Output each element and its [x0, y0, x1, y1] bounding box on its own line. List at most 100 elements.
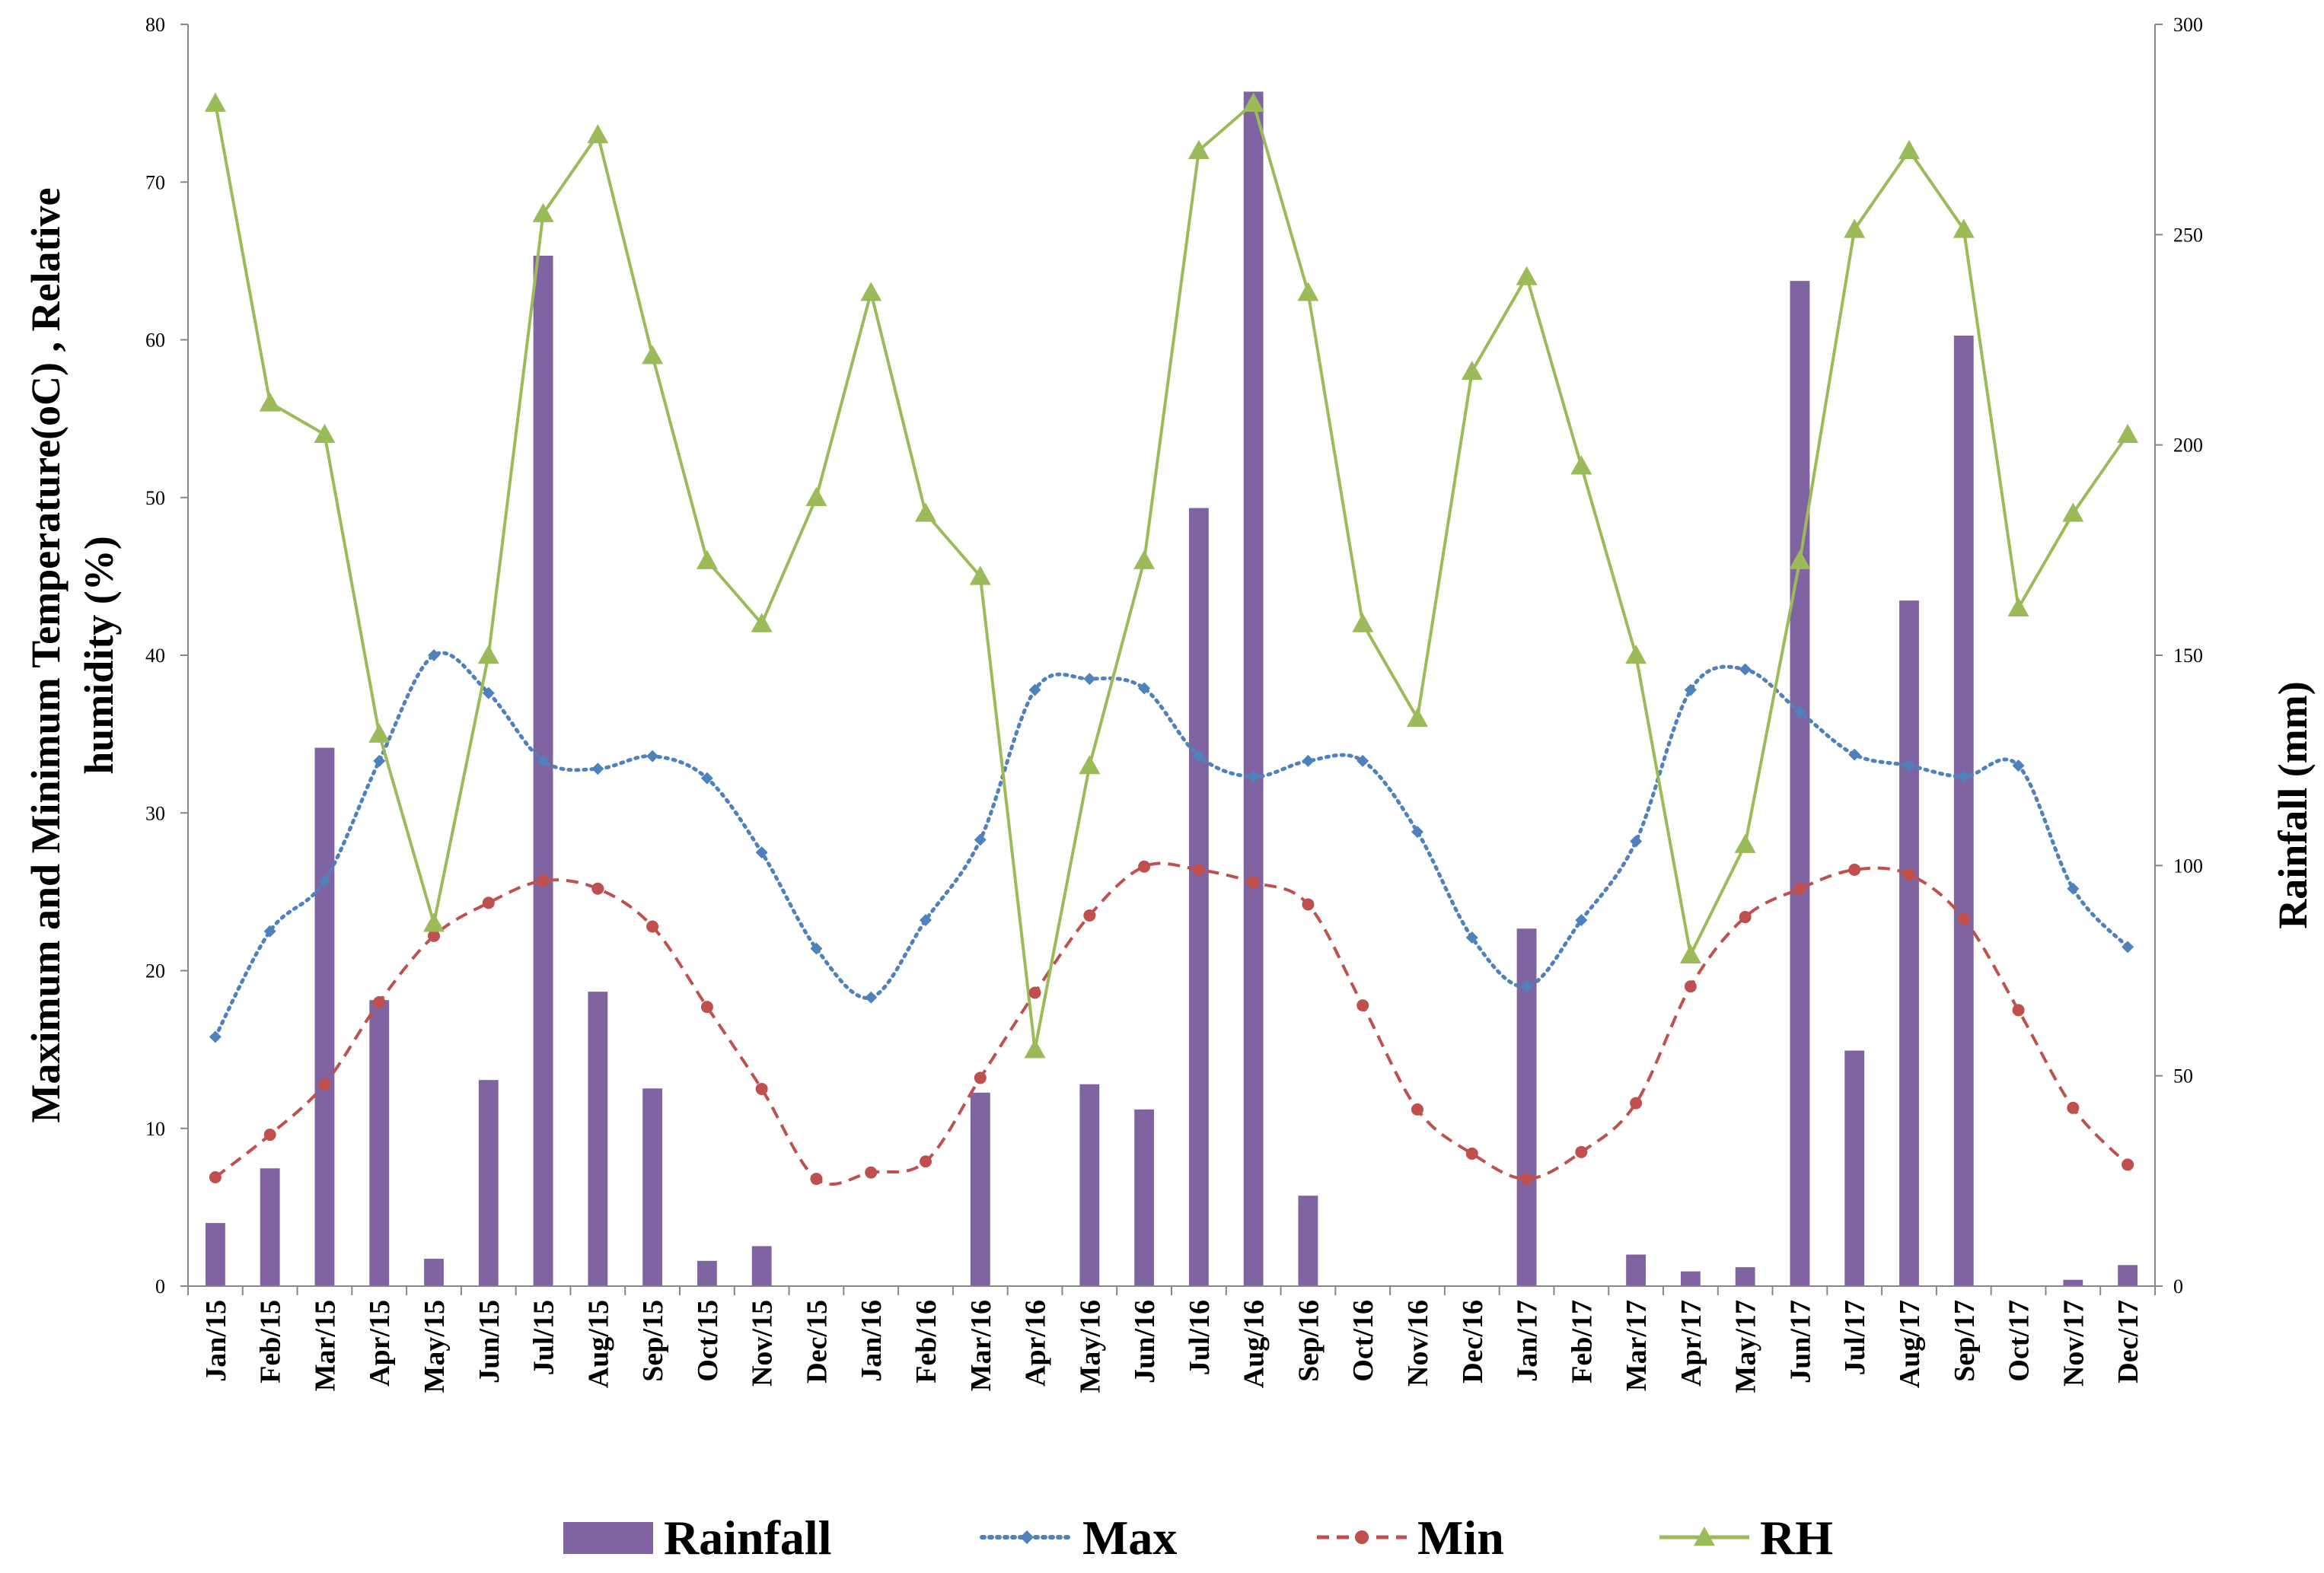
- max-point: [1302, 754, 1315, 767]
- rh-point: [1516, 266, 1538, 285]
- rainfall-bar: [424, 1259, 444, 1286]
- min-point: [209, 1170, 222, 1183]
- rainfall-bar: [2063, 1279, 2083, 1286]
- rainfall-bar: [642, 1088, 663, 1286]
- x-tick-label: Nov/16: [1402, 1300, 1434, 1387]
- min-point: [263, 1129, 276, 1142]
- x-tick-label: Dec/16: [1457, 1300, 1489, 1384]
- left-tick-label: 0: [155, 1275, 165, 1298]
- rainfall-bar: [314, 747, 335, 1286]
- rainfall-bar: [369, 1000, 390, 1286]
- max-point: [1903, 759, 1915, 772]
- x-tick-label: Dec/15: [801, 1300, 833, 1384]
- left-tick-label: 50: [145, 487, 165, 509]
- x-tick-label: Aug/17: [1894, 1300, 1926, 1388]
- max-point: [1138, 682, 1151, 695]
- left-tick-label: 60: [145, 330, 165, 352]
- min-point: [428, 929, 440, 942]
- max-point: [646, 750, 659, 763]
- series-lines: [213, 101, 2130, 1186]
- left-tick-label: 80: [145, 14, 165, 36]
- max-point: [263, 925, 276, 938]
- rh-point: [2117, 423, 2139, 444]
- legend-label-max: Max: [1082, 1511, 1177, 1565]
- rainfall-bar: [2118, 1265, 2138, 1286]
- x-tick-label: Nov/15: [747, 1300, 779, 1387]
- rh-point: [805, 486, 827, 506]
- max-point: [428, 649, 440, 661]
- rainfall-bar: [1188, 508, 1209, 1286]
- left-axis-title-line-2: humidity (%): [76, 536, 122, 775]
- max-point: [1684, 683, 1697, 696]
- left-tick-label: 10: [145, 1118, 165, 1140]
- rainfall-bar: [1844, 1050, 1865, 1286]
- min-point: [755, 1082, 768, 1095]
- rh-point: [860, 282, 882, 301]
- max-point: [318, 874, 331, 887]
- left-axis-ticks: 0 10 20 30 40 50 60 70 80: [145, 14, 188, 1298]
- rh-point: [2062, 502, 2084, 522]
- max-point: [1411, 826, 1423, 839]
- min-line: [214, 861, 2129, 1186]
- rh-point: [314, 423, 336, 444]
- rh-point: [423, 912, 445, 932]
- max-point: [1083, 673, 1096, 686]
- max-point: [974, 833, 987, 846]
- min-point: [1465, 1147, 1478, 1160]
- legend-marker-min: [1355, 1530, 1369, 1544]
- min-point: [700, 1001, 713, 1014]
- max-point: [1028, 683, 1041, 696]
- rainfall-bar: [205, 1223, 225, 1286]
- x-tick-label: Dec/17: [2112, 1300, 2144, 1384]
- x-tick-label: Sep/17: [1949, 1300, 1981, 1382]
- rh-line: [213, 101, 2129, 1052]
- rainfall-bar: [1953, 335, 1974, 1286]
- rh-point: [1133, 549, 1156, 569]
- max-point: [810, 942, 823, 955]
- max-point: [1247, 770, 1260, 783]
- x-tick-label: Aug/15: [582, 1300, 614, 1388]
- rh-point: [1844, 218, 1866, 238]
- legend: Rainfall Max Min RH: [563, 1511, 1833, 1565]
- min-point: [646, 920, 659, 933]
- max-point: [700, 772, 713, 785]
- max-point: [1465, 931, 1478, 944]
- legend-marker-rh: [1694, 1527, 1715, 1546]
- rainfall-bar: [1626, 1254, 1647, 1286]
- x-tick-label: Jun/15: [473, 1300, 505, 1384]
- x-tick-label: Nov/17: [2058, 1300, 2090, 1387]
- rh-point: [2007, 597, 2029, 617]
- max-point: [1575, 914, 1588, 927]
- max-point: [755, 846, 768, 859]
- rh-point: [915, 502, 936, 522]
- rainfall-bar: [478, 1080, 499, 1286]
- max-point: [1957, 770, 1970, 783]
- max-point: [2122, 941, 2134, 954]
- max-point: [373, 754, 386, 767]
- rainfall-bar: [1899, 600, 1919, 1286]
- min-point: [865, 1166, 878, 1179]
- legend-label-min: Min: [1417, 1511, 1504, 1565]
- min-point: [373, 995, 386, 1008]
- rh-point: [1242, 92, 1264, 112]
- x-tick-label: Jun/17: [1784, 1300, 1816, 1384]
- right-axis-title: Rainfall (mm): [2270, 681, 2316, 928]
- rainfall-bar: [970, 1092, 990, 1286]
- min-point: [1957, 912, 1970, 925]
- x-tick-label: Jul/17: [1839, 1300, 1871, 1375]
- x-tick-label: Apr/15: [364, 1300, 396, 1387]
- rh-point: [1297, 282, 1319, 301]
- rh-point: [751, 613, 773, 632]
- x-tick-label: Feb/16: [910, 1300, 942, 1384]
- min-point: [1903, 868, 1915, 881]
- rh-point: [1570, 455, 1592, 475]
- legend-marker-max: [1020, 1530, 1034, 1544]
- right-tick-label: 50: [2173, 1065, 2193, 1087]
- min-point: [591, 882, 604, 895]
- min-point: [1684, 980, 1697, 993]
- x-tick-label: Aug/16: [1239, 1300, 1270, 1388]
- left-tick-label: 40: [145, 645, 165, 667]
- max-point: [1793, 705, 1806, 718]
- min-point: [920, 1155, 932, 1168]
- rh-point: [642, 345, 664, 365]
